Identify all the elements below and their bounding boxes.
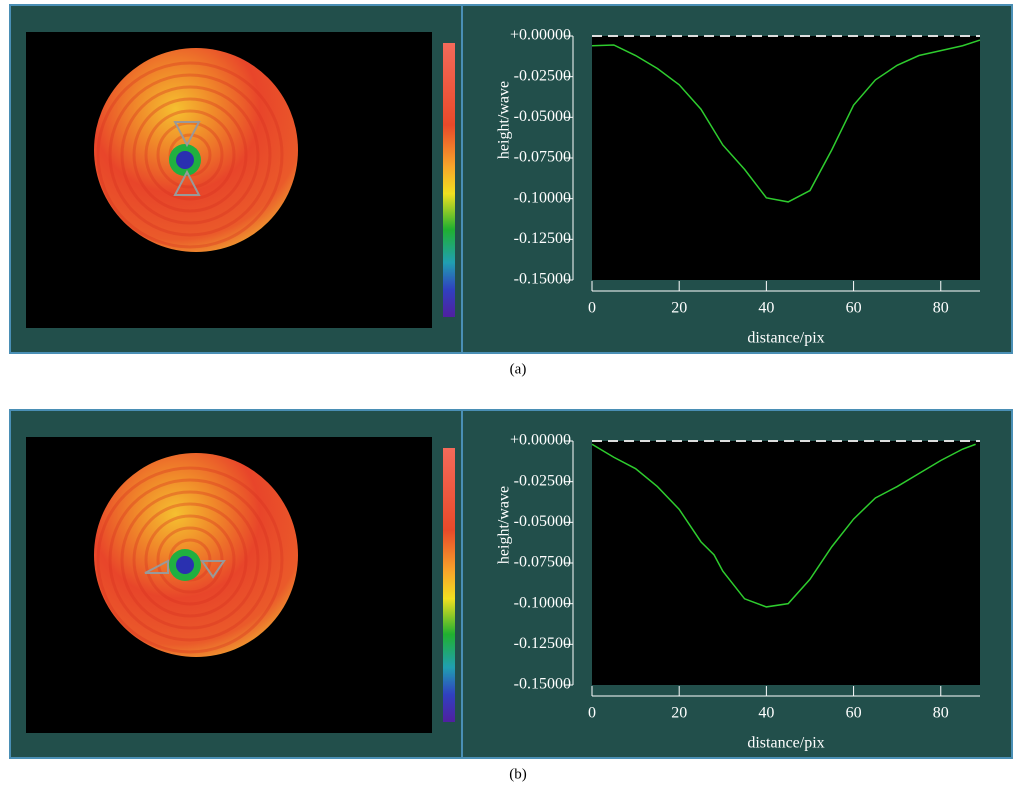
panels: +0.00000 -0.02500 -0.05000 -0.07500 -0.10000… — [10, 5, 1012, 782]
y-tick-label: -0.15000 — [514, 676, 571, 693]
x-tick-label: 80 — [933, 300, 949, 317]
defect-inner — [176, 151, 194, 169]
y-tick-label: +0.00000 — [510, 27, 571, 44]
y-tick-label: +0.00000 — [510, 432, 571, 449]
x-tick-label: 60 — [846, 705, 862, 722]
y-tick-label: -0.02500 — [514, 67, 571, 84]
figure: +0.00000 -0.02500 -0.05000 -0.07500 -0.10000… — [0, 0, 1020, 791]
y-tick-label: -0.05000 — [514, 513, 571, 530]
y-tick-label: -0.12500 — [514, 635, 571, 652]
x-tick-label: 20 — [671, 300, 687, 317]
panel: +0.00000 -0.02500 -0.05000 -0.07500 -0.10000… — [10, 410, 1012, 782]
caption: (b) — [509, 766, 527, 782]
y-tick-label: -0.02500 — [514, 472, 571, 489]
y-tick-label: -0.05000 — [514, 108, 571, 125]
caption: (a) — [510, 361, 527, 377]
x-tick-label: 80 — [933, 705, 949, 722]
colorbar — [443, 448, 455, 722]
x-axis-label: distance/pix — [747, 735, 824, 752]
x-axis-label: distance/pix — [747, 330, 824, 347]
x-tick-label: 40 — [758, 705, 774, 722]
defect-inner — [176, 556, 194, 574]
y-tick-label: -0.10000 — [514, 189, 571, 206]
y-tick-label: -0.07500 — [514, 149, 571, 166]
panel: +0.00000 -0.02500 -0.05000 -0.07500 -0.10000… — [10, 5, 1012, 377]
colorbar — [443, 43, 455, 317]
x-tick-label: 0 — [588, 705, 596, 722]
plot-area — [592, 441, 980, 685]
y-tick-label: -0.15000 — [514, 271, 571, 288]
x-tick-label: 60 — [846, 300, 862, 317]
y-axis-label: height/wave — [496, 486, 513, 564]
y-axis-label: height/wave — [496, 81, 513, 159]
x-tick-label: 20 — [671, 705, 687, 722]
x-tick-label: 0 — [588, 300, 596, 317]
plot-area — [592, 36, 980, 280]
y-tick-label: -0.07500 — [514, 554, 571, 571]
y-tick-label: -0.12500 — [514, 230, 571, 247]
x-tick-label: 40 — [758, 300, 774, 317]
y-tick-label: -0.10000 — [514, 594, 571, 611]
